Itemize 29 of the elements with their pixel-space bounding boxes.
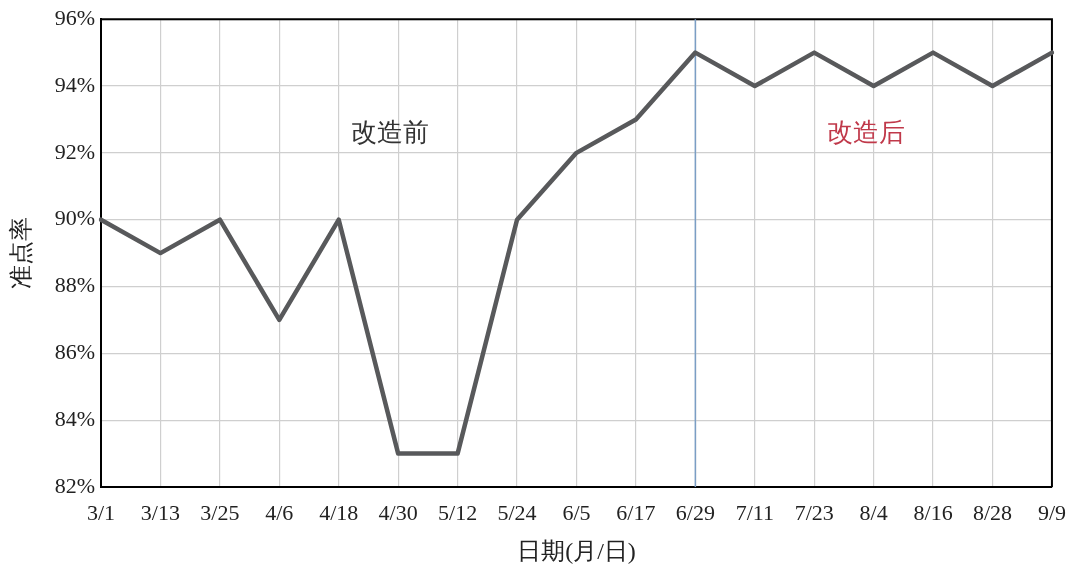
annotation: 改造前 xyxy=(351,117,430,147)
x-tick-label: 6/5 xyxy=(562,499,591,525)
x-tick-label: 3/1 xyxy=(86,499,116,525)
y-tick-label: 94% xyxy=(54,71,95,97)
x-tick-label: 9/9 xyxy=(1037,499,1067,525)
x-tick-label: 3/25 xyxy=(200,499,240,525)
x-tick-label: 4/6 xyxy=(265,499,294,525)
x-tick-label: 4/18 xyxy=(319,499,359,525)
annotation: 改造后 xyxy=(826,117,905,147)
x-axis-title: 日期(月/日) xyxy=(517,537,636,564)
y-tick-label: 90% xyxy=(54,205,95,231)
x-tick-label: 6/29 xyxy=(675,499,715,525)
y-tick-label: 88% xyxy=(54,272,95,298)
y-tick-label: 82% xyxy=(54,472,95,498)
x-tick-label: 4/30 xyxy=(378,499,418,525)
y-tick-label: 86% xyxy=(54,339,95,365)
x-tick-label: 6/17 xyxy=(616,499,656,525)
x-tick-label: 5/24 xyxy=(497,499,537,525)
y-tick-label: 84% xyxy=(54,405,95,431)
y-tick-label: 96% xyxy=(54,4,95,30)
x-tick-label: 8/28 xyxy=(972,499,1013,525)
x-tick-label: 8/4 xyxy=(859,499,888,525)
x-tick-label: 7/11 xyxy=(735,499,774,525)
x-tick-label: 7/23 xyxy=(794,499,834,525)
y-tick-label: 92% xyxy=(54,138,95,164)
x-tick-label: 5/12 xyxy=(438,499,478,525)
x-tick-label: 3/13 xyxy=(140,499,180,525)
y-axis-title: 准点率 xyxy=(7,217,34,290)
x-tick-label: 8/16 xyxy=(913,499,953,525)
